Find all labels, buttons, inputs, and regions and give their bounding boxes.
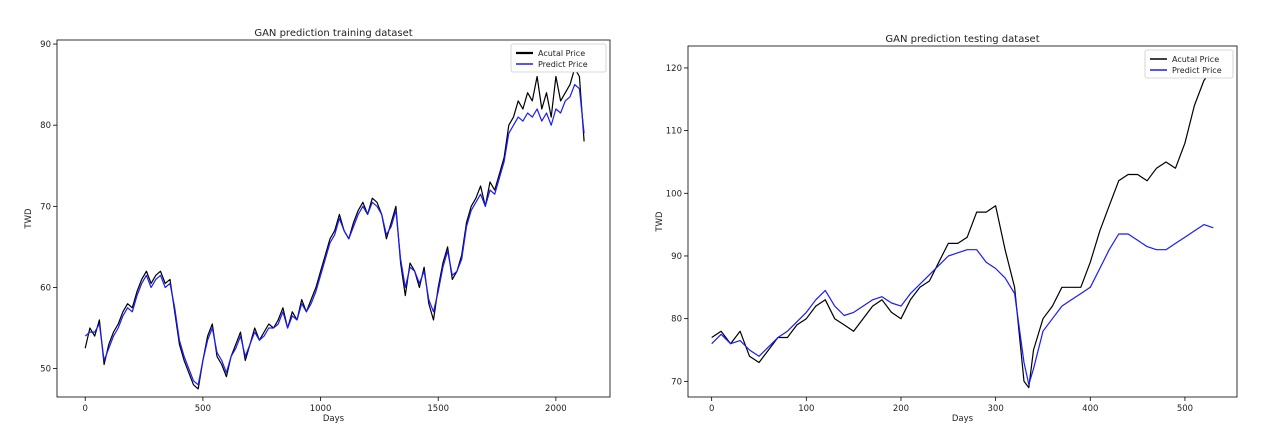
y-tick-label: 100 [666,189,682,199]
y-tick-label: 120 [666,64,682,74]
legend-label: Predict Price [1172,66,1222,75]
y-tick-label: 60 [40,283,51,293]
x-tick-label: 0 [83,404,88,414]
y-tick-label: 80 [671,315,682,325]
x-tick-label: 500 [1177,404,1193,414]
legend-box [510,43,607,73]
y-tick-label: 110 [666,127,682,137]
x-tick-label: 200 [893,404,909,414]
y-axis-label: TWD [655,211,665,233]
y-tick-label: 90 [671,252,682,262]
legend-label: Acutal Price [1172,55,1219,64]
y-tick-label: 90 [40,40,51,50]
series-line-actual [84,67,585,390]
series-line-predict [711,224,1214,386]
y-tick-label: 70 [40,202,51,212]
y-axis-label: TWD [24,208,34,230]
x-tick-label: 1000 [310,404,332,414]
plot-frame [56,39,611,398]
y-tick-label: 70 [671,377,682,387]
x-tick-label: 1500 [427,404,449,414]
x-tick-label: 2000 [545,404,567,414]
y-tick-label: 50 [40,365,51,375]
x-tick-label: 500 [195,404,211,414]
x-tick-label: 400 [1082,404,1098,414]
testing-chart: GAN prediction testing dataset 0 100 200 300… [655,34,1238,424]
legend-label: Predict Price [538,60,588,69]
series-line-predict [84,84,585,386]
x-tick-label: 0 [709,404,714,414]
x-tick-label: 300 [988,404,1004,414]
x-tick-label: 100 [798,404,814,414]
legend-label: Acutal Price [538,49,585,58]
x-axis-label: Days [952,414,974,424]
chart-title: GAN prediction testing dataset [885,34,1039,45]
training-chart: GAN prediction training dataset 0 500 1000 1… [24,28,611,424]
y-tick-label: 80 [40,121,51,131]
chart-title: GAN prediction training dataset [254,28,412,39]
series-line-actual [711,67,1214,389]
plot-frame [687,45,1238,398]
legend-box [1144,49,1234,79]
x-axis-label: Days [323,414,345,424]
